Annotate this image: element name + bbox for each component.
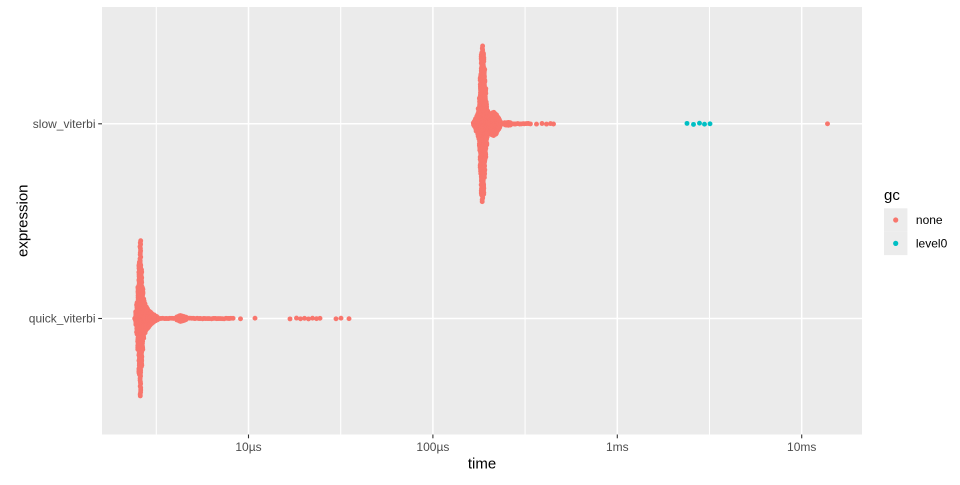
legend-key-point [893,240,899,246]
x-grid-minor-lines [155,7,711,435]
data-point [238,316,243,322]
data-point [230,315,236,321]
series-none [132,43,830,399]
legend-title: gc [884,187,900,204]
data-point [287,316,293,322]
data-point [527,121,533,127]
data-point [697,120,702,126]
x-axis-title: time [468,456,496,473]
data-point [481,191,487,197]
legend-item-label: level0 [916,237,948,251]
data-point [534,121,539,127]
data-point [684,120,690,126]
data-point [141,335,147,341]
data-point [140,346,146,352]
data-point [138,364,144,370]
y-tick-label: slow_viterbi [33,117,96,131]
data-point [294,315,299,321]
points-layer [132,43,830,399]
x-grid-major-lines [247,7,803,435]
x-tick-label: 10ms [787,440,816,454]
data-point [310,315,315,321]
data-point [539,121,545,126]
data-point [702,121,707,127]
data-point [479,199,485,205]
data-point [484,142,490,148]
data-point [306,316,311,322]
x-tick-label: 100µs [416,440,449,454]
data-point [302,315,307,321]
legend-item-label: none [916,213,943,227]
data-point [481,175,487,180]
data-point [482,155,488,161]
data-point [544,121,549,127]
legend-key-point [893,217,899,223]
data-point [298,316,303,322]
data-point [317,315,323,321]
x-axis-ticks: 10µs 100µs 1ms 10ms [235,434,816,454]
data-point [825,121,830,127]
data-point [707,121,713,127]
data-point [346,316,352,322]
y-axis-title: expression [15,184,32,257]
data-point [252,315,258,321]
data-point [691,121,696,127]
data-point [137,393,143,399]
data-point [551,121,556,127]
y-axis-ticks: slow_viterbi quick_viterbi [29,117,102,326]
x-tick-label: 10µs [235,440,261,454]
legend: gc none level0 [884,187,948,256]
data-point [333,316,339,322]
x-tick-label: 1ms [606,440,629,454]
series-level0 [684,120,713,127]
data-point [338,315,344,321]
y-tick-label: quick_viterbi [29,312,96,326]
